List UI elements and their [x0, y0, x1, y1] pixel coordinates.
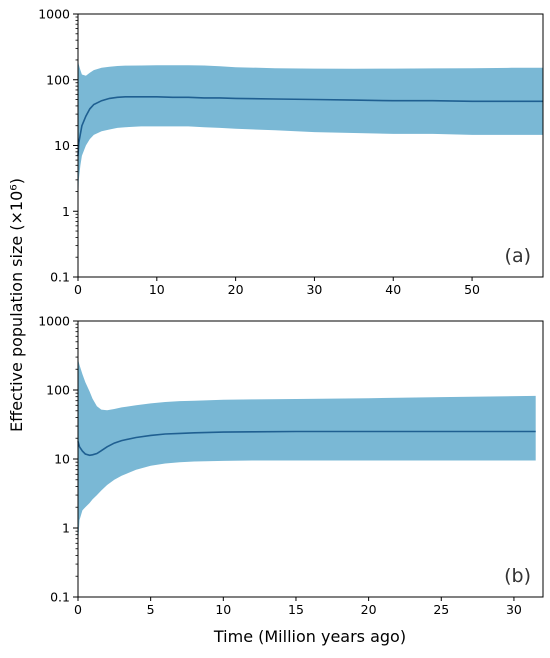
x-tick-label: 20	[361, 602, 377, 617]
y-tick-label: 10	[54, 138, 70, 153]
y-tick-label: 1	[62, 521, 70, 536]
y-tick-label: 0.1	[50, 270, 70, 285]
x-tick-label: 10	[215, 602, 231, 617]
x-tick-label: 30	[306, 282, 322, 297]
x-tick-label: 15	[288, 602, 304, 617]
panel-label: (b)	[504, 565, 531, 587]
y-tick-label: 10	[54, 452, 70, 467]
median-line	[77, 96, 543, 156]
panel-a: 0 10 20 30 40 50 0.1 1 10 100 1000 (a)	[38, 7, 544, 297]
panel-label: (a)	[505, 245, 531, 267]
y-tick-label: 1	[62, 204, 70, 219]
x-tick-label: 20	[228, 282, 244, 297]
plot-frame	[77, 13, 544, 278]
x-tick-label: 10	[149, 282, 165, 297]
hpd-band	[78, 60, 543, 209]
x-tick-label: 30	[506, 602, 522, 617]
x-tick-label: 0	[74, 282, 82, 297]
median-line	[77, 430, 536, 457]
panel-b: 0 5 10 15 20 25 30 0.1 1 10 100 1000 (b)	[38, 314, 544, 617]
x-tick-label: 40	[385, 282, 401, 297]
y-tick-label: 100	[46, 72, 70, 87]
hpd-band	[78, 359, 536, 546]
x-tick-label: 25	[433, 602, 449, 617]
y-tick-label: 100	[46, 383, 70, 398]
x-tick-label: 5	[147, 602, 155, 617]
y-tick-label: 1000	[38, 7, 70, 22]
y-axis-label: Effective population size (×10⁶)	[7, 178, 26, 432]
x-axis-label: Time (Million years ago)	[213, 627, 406, 646]
x-tick-label: 50	[464, 282, 480, 297]
y-tick-label: 0.1	[50, 590, 70, 605]
y-tick-label: 1000	[38, 314, 70, 329]
x-tick-label: 0	[74, 602, 82, 617]
